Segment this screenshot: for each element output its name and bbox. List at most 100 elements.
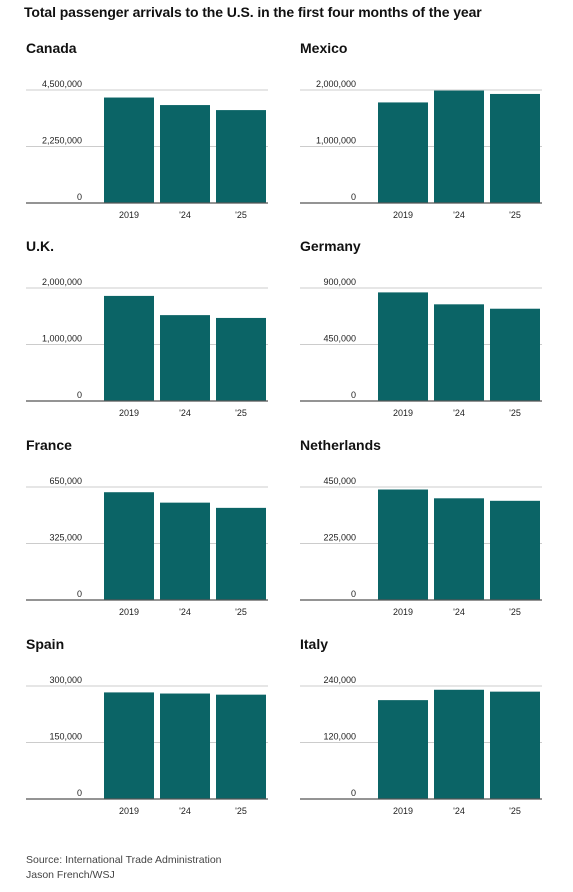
bar-24 (160, 315, 210, 401)
x-tick-label: 2019 (119, 806, 139, 816)
x-tick-label: 2019 (119, 607, 139, 617)
x-tick-label: 2019 (119, 408, 139, 418)
source-note: Source: International Trade Administrati… (26, 853, 222, 883)
x-tick-label: '24 (453, 408, 465, 418)
bar-24 (434, 304, 484, 401)
x-tick-label: '25 (235, 408, 247, 418)
bar-25 (490, 691, 540, 799)
bar-25 (216, 694, 266, 799)
y-tick-label: 900,000 (323, 277, 356, 287)
x-tick-label: 2019 (119, 210, 139, 220)
y-tick-label: 2,000,000 (42, 277, 82, 287)
bar-chart: 4,500,000 2,250,000 0 2019 '24 '25 (26, 79, 268, 220)
x-tick-label: '25 (509, 607, 521, 617)
y-tick-label: 0 (77, 589, 82, 599)
bar-25 (490, 93, 540, 203)
bar-25 (216, 507, 266, 600)
x-tick-label: '24 (179, 408, 191, 418)
x-tick-label: 2019 (393, 210, 413, 220)
x-tick-label: '24 (179, 210, 191, 220)
panel-title: Italy (300, 636, 329, 652)
y-tick-label: 0 (351, 788, 356, 798)
bar-25 (490, 308, 540, 401)
chart-panel-france: France 650,000 325,000 0 2019 '24 '25 (26, 437, 276, 637)
panel-title: Canada (26, 40, 77, 56)
bar-24 (434, 90, 484, 203)
y-tick-label: 240,000 (323, 675, 356, 685)
panel-title: Spain (26, 636, 65, 652)
y-tick-label: 0 (351, 390, 356, 400)
y-tick-label: 0 (77, 192, 82, 202)
bar-2019 (104, 492, 154, 600)
y-tick-label: 4,500,000 (42, 79, 82, 89)
x-tick-label: '24 (453, 607, 465, 617)
chart-panel-spain: Spain 300,000 150,000 0 2019 '24 '25 (26, 636, 276, 836)
x-tick-label: 2019 (393, 806, 413, 816)
chart-title: Total passenger arrivals to the U.S. in … (24, 4, 482, 20)
bar-chart: 300,000 150,000 0 2019 '24 '25 (26, 675, 268, 816)
x-tick-label: '25 (509, 210, 521, 220)
bar-2019 (378, 292, 428, 401)
bar-chart: 2,000,000 1,000,000 0 2019 '24 '25 (26, 277, 268, 418)
bar-25 (490, 500, 540, 600)
bar-25 (216, 317, 266, 401)
bar-chart: 450,000 225,000 0 2019 '24 '25 (300, 476, 542, 617)
y-tick-label: 0 (77, 788, 82, 798)
y-tick-label: 450,000 (323, 334, 356, 344)
y-tick-label: 150,000 (49, 732, 82, 742)
bar-25 (216, 110, 266, 203)
bar-chart: 240,000 120,000 0 2019 '24 '25 (300, 675, 542, 816)
x-tick-label: '24 (179, 806, 191, 816)
chart-panel-germany: Germany 900,000 450,000 0 2019 '24 '25 (300, 238, 550, 438)
bar-24 (160, 693, 210, 799)
bar-2019 (378, 102, 428, 203)
x-tick-label: 2019 (393, 408, 413, 418)
panel-title: Germany (300, 238, 361, 254)
bar-2019 (104, 97, 154, 203)
y-tick-label: 0 (351, 589, 356, 599)
bar-chart: 900,000 450,000 0 2019 '24 '25 (300, 277, 542, 418)
y-tick-label: 120,000 (323, 732, 356, 742)
x-tick-label: '24 (453, 210, 465, 220)
y-tick-label: 0 (77, 390, 82, 400)
bar-2019 (104, 295, 154, 401)
y-tick-label: 325,000 (49, 533, 82, 543)
bar-chart: 650,000 325,000 0 2019 '24 '25 (26, 476, 268, 617)
chart-panel-italy: Italy 240,000 120,000 0 2019 '24 '25 (300, 636, 550, 836)
x-tick-label: '25 (235, 806, 247, 816)
bar-chart: 2,000,000 1,000,000 0 2019 '24 '25 (300, 79, 542, 220)
panel-title: France (26, 437, 72, 453)
bar-24 (160, 105, 210, 203)
x-tick-label: '25 (235, 210, 247, 220)
panel-title: U.K. (26, 238, 54, 254)
y-tick-label: 450,000 (323, 476, 356, 486)
chart-panel-mexico: Mexico 2,000,000 1,000,000 0 2019 '24 '25 (300, 40, 550, 240)
panel-title: Netherlands (300, 437, 381, 453)
chart-panel-canada: Canada 4,500,000 2,250,000 0 2019 '24 '25 (26, 40, 276, 240)
source-line: Source: International Trade Administrati… (26, 854, 222, 866)
credit-line: Jason French/WSJ (26, 869, 115, 881)
y-tick-label: 300,000 (49, 675, 82, 685)
x-tick-label: '25 (509, 806, 521, 816)
x-tick-label: '24 (453, 806, 465, 816)
x-tick-label: '24 (179, 607, 191, 617)
x-tick-label: '25 (235, 607, 247, 617)
bar-2019 (378, 489, 428, 600)
bar-2019 (104, 692, 154, 799)
chart-panel-u-k: U.K. 2,000,000 1,000,000 0 2019 '24 '25 (26, 238, 276, 438)
y-tick-label: 650,000 (49, 476, 82, 486)
y-tick-label: 1,000,000 (316, 136, 356, 146)
bar-24 (160, 502, 210, 600)
panel-title: Mexico (300, 40, 348, 56)
bar-24 (434, 498, 484, 600)
y-tick-label: 2,250,000 (42, 136, 82, 146)
y-tick-label: 0 (351, 192, 356, 202)
y-tick-label: 1,000,000 (42, 334, 82, 344)
y-tick-label: 225,000 (323, 533, 356, 543)
x-tick-label: 2019 (393, 607, 413, 617)
chart-panel-netherlands: Netherlands 450,000 225,000 0 2019 '24 '25 (300, 437, 550, 637)
bar-2019 (378, 700, 428, 799)
x-tick-label: '25 (509, 408, 521, 418)
y-tick-label: 2,000,000 (316, 79, 356, 89)
